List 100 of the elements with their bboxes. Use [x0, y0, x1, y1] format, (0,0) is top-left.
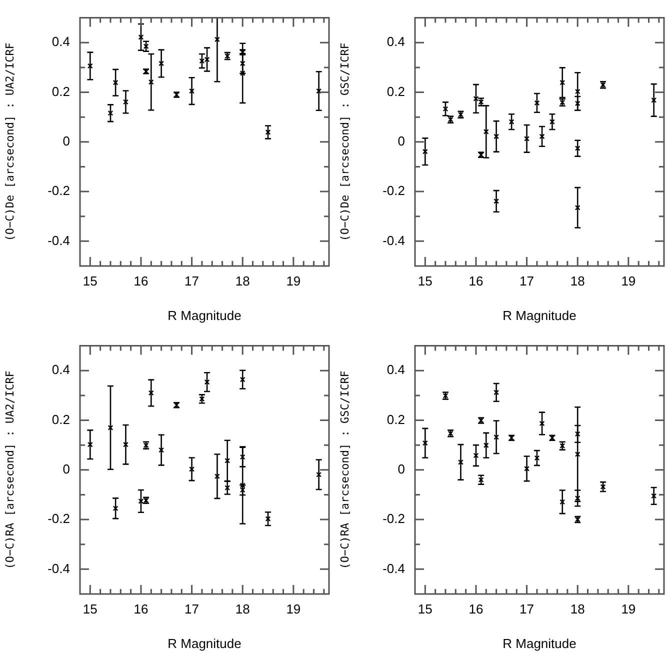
y-tick-label: 0.2 [386, 84, 405, 99]
point [483, 129, 489, 134]
y-tick-label: 0.4 [386, 34, 405, 50]
y-tick-label: 0 [62, 461, 70, 476]
y-tick-label: -0.4 [382, 232, 405, 248]
x-tick-label: 15 [82, 601, 98, 616]
point [87, 442, 93, 448]
point [316, 88, 322, 94]
point [651, 493, 657, 499]
point [138, 34, 144, 40]
y-tick-label: 0 [398, 133, 405, 148]
point [158, 447, 164, 453]
point [112, 80, 118, 86]
point [199, 58, 205, 64]
point [108, 110, 114, 116]
point [524, 466, 530, 472]
point [574, 146, 580, 152]
point [560, 80, 566, 86]
x-tick-label: 19 [621, 601, 636, 616]
point [112, 506, 118, 512]
point [651, 97, 657, 103]
point [240, 454, 246, 460]
x-tick-label: 19 [621, 273, 636, 288]
x-tick-label: 17 [184, 273, 200, 288]
y-tick-label: -0.4 [48, 232, 70, 248]
y-tick-label: -0.4 [382, 560, 405, 576]
x-tick-label: 16 [134, 273, 148, 288]
y-tick-label: 0.4 [52, 34, 70, 50]
point [214, 474, 220, 480]
y-axis-title: (O−C)RA [arcsecond] : UA2/ICRF [3, 370, 16, 570]
point [458, 459, 464, 465]
point [265, 516, 271, 522]
x-tick-label: 17 [520, 273, 534, 288]
x-tick-label: 18 [235, 273, 250, 288]
point [574, 204, 580, 210]
point [158, 60, 164, 66]
point [494, 434, 500, 440]
point [224, 458, 230, 464]
y-tick-label: -0.2 [382, 183, 405, 198]
x-tick-label: 17 [184, 601, 200, 616]
point [574, 88, 580, 94]
y-axis-title: (O−C)De [arcsecond] : GSC/ICRF [338, 42, 352, 242]
point [494, 390, 500, 396]
x-tick-label: 15 [418, 601, 432, 616]
point [534, 455, 540, 461]
point [224, 485, 230, 490]
x-tick-label: 16 [468, 601, 484, 616]
point [265, 130, 271, 135]
y-tick-label: 0.2 [386, 412, 405, 427]
point [87, 63, 93, 69]
point [123, 99, 128, 105]
point [214, 36, 220, 42]
point [574, 100, 580, 106]
x-tick-label: 16 [134, 601, 148, 616]
x-axis-title: R Magnitude [168, 308, 242, 323]
x-tick-label: 15 [82, 273, 98, 288]
x-tick-label: 18 [570, 601, 585, 616]
y-tick-label: 0.2 [52, 84, 70, 99]
x-tick-label: 15 [418, 273, 432, 288]
point [108, 424, 114, 430]
y-tick-label: 0 [62, 133, 70, 148]
point [240, 376, 246, 382]
point [539, 420, 545, 426]
point [204, 379, 210, 385]
point [189, 466, 195, 472]
point [508, 119, 514, 125]
y-tick-label: 0.4 [386, 362, 405, 378]
y-tick-label: -0.2 [48, 511, 70, 526]
y-tick-label: 0.4 [52, 362, 70, 378]
point [560, 499, 566, 505]
point [189, 88, 195, 94]
point [494, 134, 500, 140]
point [138, 498, 144, 504]
y-axis-title: (O−C)RA [arcsecond] : GSC/ICRF [338, 370, 352, 570]
point [473, 96, 479, 102]
point [524, 136, 530, 142]
x-tick-label: 18 [235, 601, 250, 616]
point [534, 100, 540, 106]
point [574, 452, 580, 457]
y-tick-label: 0.2 [52, 412, 70, 427]
point [494, 198, 500, 204]
x-tick-label: 17 [520, 601, 534, 616]
point [483, 442, 489, 448]
x-tick-label: 18 [570, 273, 585, 288]
point [148, 79, 154, 85]
point [442, 106, 448, 112]
point [574, 431, 580, 437]
y-axis-title: (O−C)De [arcsecond] : UA2/ICRF [3, 42, 16, 242]
y-tick-label: -0.2 [382, 511, 405, 526]
point [549, 119, 555, 125]
point [539, 134, 545, 140]
x-tick-label: 19 [286, 273, 301, 288]
y-tick-label: -0.2 [48, 183, 70, 198]
y-tick-label: 0 [398, 461, 405, 476]
x-tick-label: 16 [468, 273, 484, 288]
point [473, 452, 479, 458]
x-axis-title: R Magnitude [168, 636, 242, 651]
point [422, 148, 428, 154]
point [316, 472, 322, 478]
x-axis-title: R Magnitude [502, 636, 576, 651]
